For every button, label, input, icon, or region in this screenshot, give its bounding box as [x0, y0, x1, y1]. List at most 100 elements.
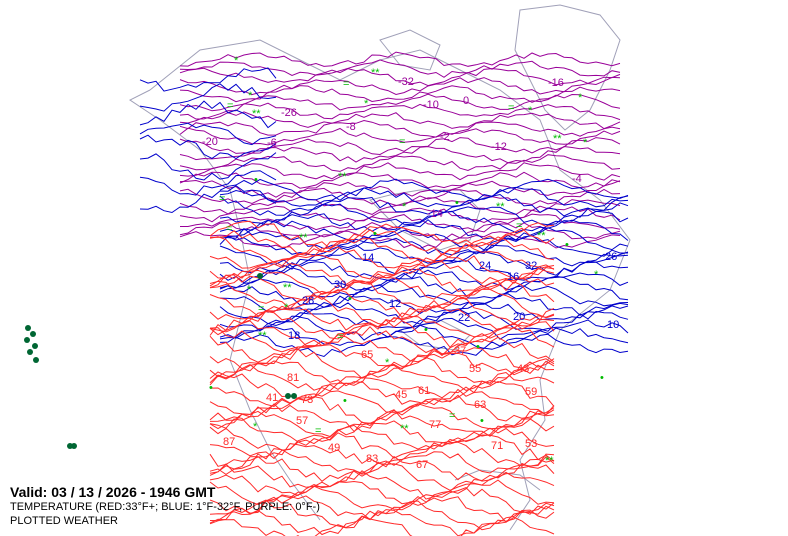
- subzero-contour: [179, 162, 621, 181]
- contour-label: -4: [572, 173, 582, 185]
- warm-contour: [209, 220, 555, 250]
- contour-label: 53: [525, 438, 537, 450]
- weather-symbol: **: [258, 330, 267, 342]
- weather-symbol: *: [578, 92, 583, 104]
- weather-symbol: •: [343, 395, 347, 407]
- warm-contour: [209, 334, 555, 363]
- contour-label: 45: [395, 389, 407, 401]
- contour-label: -26: [281, 107, 297, 119]
- contour-label: 43: [517, 363, 529, 375]
- weather-symbol: **: [400, 423, 409, 435]
- warm-contour: [209, 319, 555, 349]
- weather-symbol: *: [284, 302, 289, 314]
- subzero-contour: [179, 179, 621, 198]
- subzero-contour: [179, 76, 621, 96]
- valid-time: Valid: 03 / 13 / 2026 - 1946 GMT: [10, 484, 216, 500]
- weather-symbol: **: [545, 455, 554, 467]
- cold-contour: [219, 178, 629, 202]
- contour-label: 81: [287, 372, 299, 384]
- cold-contour: [219, 333, 629, 358]
- map-legend: Valid: 03 / 13 / 2026 - 1946 GMT TEMPERA…: [10, 484, 320, 528]
- weather-symbol: *: [583, 137, 588, 149]
- cold-contour: [139, 170, 277, 196]
- warm-contour: [209, 416, 555, 446]
- warm-contour: [209, 344, 555, 372]
- precip-dot: [25, 325, 31, 331]
- cold-contour: [139, 185, 277, 214]
- warm-contour: [209, 310, 555, 340]
- weather-symbol: •: [424, 324, 428, 336]
- subzero-contour: [179, 187, 621, 206]
- weather-symbol: **: [252, 108, 261, 120]
- weather-symbol: *: [247, 284, 252, 296]
- cold-contour: [219, 193, 629, 217]
- contour-label: 77: [429, 419, 441, 431]
- weather-symbol: •: [565, 239, 569, 251]
- warm-contour: [209, 242, 555, 270]
- cold-contour: [219, 186, 629, 208]
- cold-contour: [139, 100, 277, 129]
- cold-contour: [219, 210, 629, 234]
- warm-contour: [209, 236, 555, 264]
- weather-symbol: =: [226, 223, 232, 235]
- contour-label: 0: [463, 95, 469, 107]
- coastline: [129, 89, 321, 521]
- contour-label: 16: [507, 271, 519, 283]
- cold-contour: [219, 260, 629, 284]
- contour-label: 61: [418, 385, 430, 397]
- warm-contour: [209, 470, 555, 500]
- weather-symbol: •: [476, 341, 480, 353]
- contour-label: 30: [334, 279, 346, 291]
- contour-label: -16: [548, 77, 564, 89]
- precip-dot: [24, 337, 30, 343]
- weather-symbol: *: [385, 357, 390, 369]
- contour-label: 28: [302, 295, 314, 307]
- warm-contour: [209, 388, 555, 416]
- weather-symbol: •: [480, 415, 484, 427]
- cold-contour: [139, 67, 277, 92]
- contour-label: 57: [296, 415, 308, 427]
- weather-symbol: **: [496, 201, 505, 213]
- weather-symbol: •: [209, 382, 213, 394]
- coastline: [454, 469, 541, 491]
- warm-contour: [209, 356, 555, 387]
- contour-label: 55: [469, 363, 481, 375]
- cold-contour: [139, 134, 277, 160]
- subzero-contour: [179, 154, 621, 172]
- cold-contour: [219, 309, 629, 332]
- contour-label: 63: [474, 399, 486, 411]
- temperature-contours: [139, 51, 629, 536]
- cold-contour: [219, 284, 629, 308]
- weather-symbol: =: [399, 136, 405, 148]
- precip-dot: [27, 349, 33, 355]
- contour-label: 14: [362, 252, 374, 264]
- precip-dot: [257, 273, 263, 279]
- warm-contour: [209, 403, 555, 433]
- subzero-contour: [179, 85, 621, 103]
- weather-symbol: *: [364, 98, 369, 110]
- weather-symbol: •: [373, 228, 377, 240]
- warm-contour: [209, 380, 555, 407]
- contour-label: 10: [607, 319, 619, 331]
- weather-symbol: **: [299, 232, 308, 244]
- weather-symbol: •: [455, 197, 459, 209]
- cold-contour: [219, 316, 629, 341]
- contour-label: 24: [479, 260, 491, 272]
- weather-symbol: =: [449, 410, 455, 422]
- contour-label: 71: [491, 440, 503, 452]
- precip-dot: [291, 393, 297, 399]
- contour-label: 73: [301, 394, 313, 406]
- weather-symbol: =: [219, 193, 225, 205]
- weather-symbol: *: [248, 90, 253, 102]
- subzero-contour: [179, 137, 621, 156]
- contour-label: -12: [491, 141, 507, 153]
- warm-contour: [209, 424, 555, 451]
- weather-symbol: •: [600, 372, 604, 384]
- subzero-contour: [179, 145, 621, 164]
- contour-label: 18: [288, 330, 300, 342]
- precip-dot: [71, 443, 77, 449]
- contour-label: 87: [223, 436, 235, 448]
- weather-symbol: *: [234, 55, 239, 67]
